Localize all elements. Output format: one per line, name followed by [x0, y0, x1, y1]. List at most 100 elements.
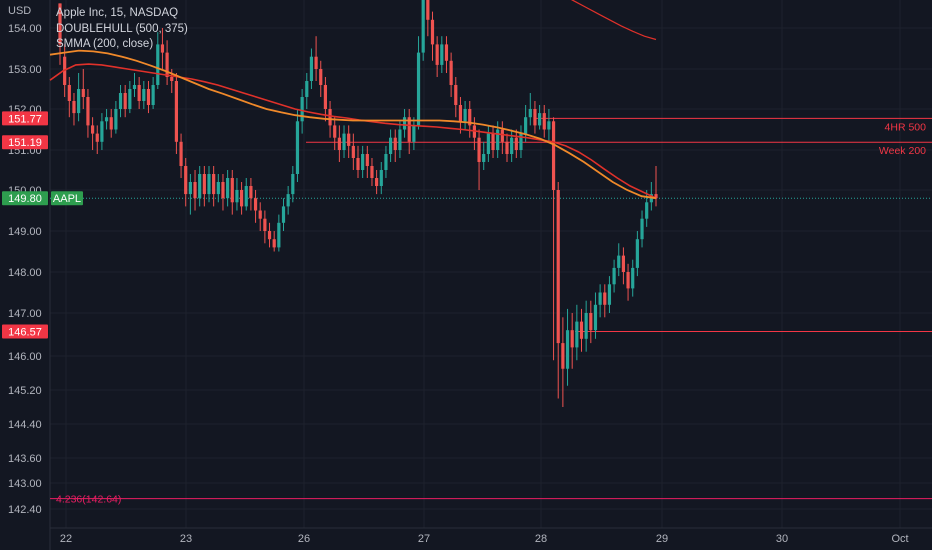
candle-body: [198, 174, 202, 199]
candle-body: [300, 97, 304, 122]
candle-body: [72, 101, 76, 114]
candle-body: [142, 89, 146, 101]
candle-body: [463, 109, 467, 122]
candle-body: [156, 44, 160, 85]
candle-body: [207, 174, 211, 195]
indicator-lines: [49, 0, 657, 200]
candle-body: [486, 133, 490, 154]
candle-body: [482, 154, 486, 162]
candle-body: [170, 77, 174, 81]
candle-body: [575, 321, 579, 348]
y-tick-label: 147.00: [8, 308, 42, 320]
candle-body: [184, 166, 188, 195]
candle-body: [556, 190, 560, 344]
candle-body: [491, 133, 495, 150]
candle-body: [542, 113, 546, 130]
candle-body: [654, 194, 658, 199]
candle-body: [505, 141, 509, 154]
candle-body: [160, 44, 165, 53]
candle-body: [510, 137, 514, 154]
candle-body: [132, 85, 137, 89]
candle-body: [137, 85, 141, 101]
candle-body: [151, 85, 155, 105]
candle-body: [440, 44, 444, 65]
candle-body: [579, 321, 584, 339]
price-tag: [2, 324, 48, 339]
candle-body: [95, 133, 99, 142]
candle-body: [533, 109, 537, 126]
candle-body: [342, 133, 346, 150]
y-tick-label: 144.40: [8, 419, 42, 431]
price-tag: [2, 111, 48, 126]
candle-body: [626, 272, 630, 289]
chart-legend[interactable]: Apple Inc, 15, NASDAQ DOUBLEHULL (500, 3…: [56, 6, 188, 53]
candle-body: [640, 218, 644, 240]
candle-body: [100, 121, 104, 142]
candle-body: [421, 0, 425, 53]
candle-body: [584, 313, 588, 339]
indicator-doublehull-label[interactable]: DOUBLEHULL (500, 375): [56, 22, 188, 35]
price-axis[interactable]: 154.00153.00152.00151.00150.00149.00148.…: [8, 23, 42, 516]
candle-body: [407, 117, 411, 142]
candle-body: [528, 109, 532, 118]
symbol-title[interactable]: Apple Inc, 15, NASDAQ: [56, 7, 179, 19]
candle-body: [263, 218, 267, 231]
time-axis[interactable]: 22 23 26 27 28 29 30 Oct: [60, 533, 909, 545]
symbol-tag-label: AAPL: [53, 193, 81, 205]
candle-body: [212, 174, 216, 195]
symbol-tag: [51, 191, 83, 206]
candle-body: [416, 52, 421, 126]
y-tick-label: 143.60: [8, 453, 42, 465]
candle-body: [174, 81, 179, 142]
candle-body: [319, 69, 323, 85]
candle-body: [565, 330, 570, 369]
candle-body: [333, 125, 337, 138]
candle-body: [104, 117, 109, 122]
candle-body: [221, 182, 225, 199]
y-tick-label: 148.00: [8, 267, 42, 279]
price-tag: [2, 191, 48, 206]
candle-body: [90, 125, 95, 134]
candle-body: [370, 166, 374, 178]
candle-body: [114, 109, 118, 130]
x-tick-label: 30: [776, 533, 788, 545]
candle-body: [188, 182, 192, 195]
candle-body: [291, 174, 295, 195]
candle-body: [328, 109, 332, 126]
candle-body: [598, 292, 602, 305]
x-tick-label: Oct: [891, 533, 908, 545]
candle-body: [547, 121, 551, 130]
y-tick-label: 149.00: [8, 226, 42, 238]
candle-body: [430, 19, 435, 45]
x-tick-label: 27: [418, 533, 430, 545]
candle-body: [314, 56, 318, 69]
candle-body: [635, 239, 639, 268]
candle-body: [309, 56, 314, 81]
candle-body: [128, 89, 132, 109]
candle-body: [393, 137, 397, 150]
candle-body: [570, 330, 574, 348]
candle-body: [351, 145, 355, 158]
candle-body: [435, 44, 439, 65]
candle-body: [347, 133, 351, 146]
candle-body: [272, 239, 276, 248]
candle-body: [561, 343, 565, 369]
price-tag: [2, 135, 48, 150]
candle-body: [365, 154, 369, 166]
candle-body: [449, 60, 453, 85]
candle-body: [477, 137, 481, 162]
candle-body: [244, 186, 248, 207]
candle-body: [603, 292, 607, 305]
y-tick-label: 153.00: [8, 64, 42, 76]
candle-body: [631, 267, 635, 289]
upper-ma-line: [570, 0, 657, 41]
indicator-smma-label[interactable]: SMMA (200, close): [56, 38, 154, 50]
candle-body: [118, 93, 123, 109]
candle-body: [384, 154, 388, 170]
candle-body: [253, 198, 258, 211]
smma-line: [49, 49, 657, 200]
candle-body: [524, 117, 528, 134]
price-tag-label: 149.80: [8, 193, 42, 205]
candle-body: [123, 93, 127, 109]
